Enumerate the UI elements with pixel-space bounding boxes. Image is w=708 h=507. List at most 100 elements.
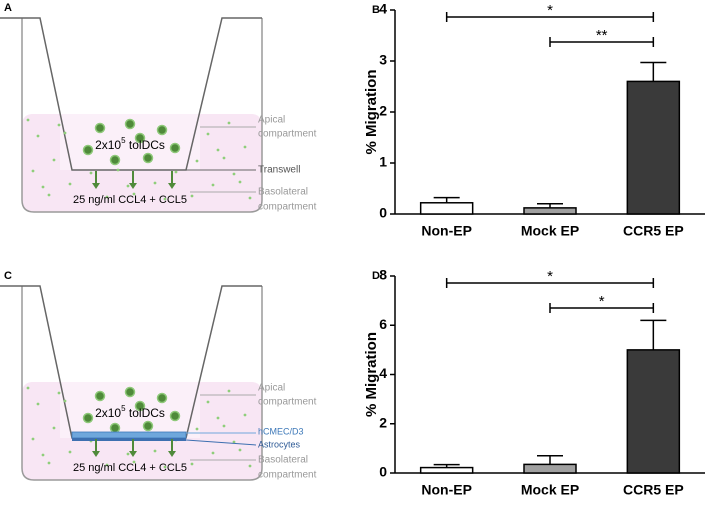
chemokine-dot <box>57 391 61 395</box>
chemokine-dot <box>243 413 247 417</box>
x-tick-label: Non-EP <box>421 223 472 239</box>
chemokine-dot <box>47 461 51 465</box>
chemokine-dot <box>41 185 45 189</box>
chemokine-dot <box>243 145 247 149</box>
cell <box>109 154 121 166</box>
cells-label: 2x105 tolDCs <box>95 136 165 152</box>
chemokine-dot <box>105 195 109 199</box>
significance-label: * <box>599 293 605 310</box>
significance-label: * <box>547 268 553 285</box>
chemokine-dot <box>222 424 226 428</box>
x-tick-label: Non-EP <box>421 482 472 498</box>
y-axis-label: % Migration <box>363 70 380 155</box>
arrow-head <box>168 451 176 457</box>
cells-label-base: 2x10 <box>95 138 121 152</box>
cells-label-rest: tolDCs <box>126 138 165 152</box>
cell <box>156 392 168 404</box>
chemokine-dot <box>26 118 30 122</box>
chemokine-dot <box>190 194 194 198</box>
x-tick-label: CCR5 EP <box>623 223 684 239</box>
x-tick-label: CCR5 EP <box>623 482 684 498</box>
cell <box>134 400 146 412</box>
cell <box>109 422 121 434</box>
cells-label-sup: 5 <box>121 136 126 145</box>
chemokine-dot <box>211 183 215 187</box>
basolateral-label: Basolateral <box>258 187 308 198</box>
chemokine-dot <box>238 448 242 452</box>
cell <box>169 142 181 154</box>
y-tick-label: 0 <box>379 464 387 480</box>
cells-label-sup: 5 <box>121 404 126 413</box>
chemokine-dot <box>52 158 56 162</box>
cells-label-rest: tolDCs <box>126 406 165 420</box>
arrow-head <box>168 183 176 189</box>
apical-label: Apical <box>258 383 285 394</box>
medium-label: 25 ng/ml CCL4 + CCL5 <box>73 194 187 206</box>
chemokine-dot <box>31 169 35 173</box>
y-tick-label: 3 <box>379 52 387 68</box>
cell <box>124 118 136 130</box>
chemokine-dot <box>206 132 210 136</box>
chemokine-dot <box>163 465 167 469</box>
chemokine-dot <box>190 462 194 466</box>
arrow-head <box>92 451 100 457</box>
apical-label: compartment <box>258 397 317 408</box>
significance-label: ** <box>596 27 608 44</box>
y-tick-label: 0 <box>379 205 387 221</box>
chemokine-dot <box>216 416 220 420</box>
panel-letter: A <box>4 2 12 14</box>
y-tick-label: 8 <box>379 267 387 283</box>
chemokine-dot <box>153 449 157 453</box>
chemokine-dot <box>211 451 215 455</box>
bar <box>626 349 681 474</box>
bar <box>626 80 681 215</box>
chemokine-dot <box>227 121 231 125</box>
cell <box>124 386 136 398</box>
chemokine-dot <box>26 386 30 390</box>
layer-label: hCMEC/D3 <box>258 426 304 436</box>
y-tick-label: 2 <box>379 414 387 430</box>
arrow-head <box>129 451 137 457</box>
chemokine-dot <box>105 463 109 467</box>
cell <box>82 144 94 156</box>
membrane-label: Transwell <box>258 165 300 176</box>
y-tick-label: 6 <box>379 316 387 332</box>
chemokine-dot <box>47 193 51 197</box>
basolateral-label: Basolateral <box>258 455 308 466</box>
well <box>21 18 263 213</box>
layer-label: Astrocytes <box>258 439 301 449</box>
chemokine-dot <box>57 123 61 127</box>
chemokine-dot <box>174 170 178 174</box>
endothelial-layer <box>71 431 187 439</box>
chemokine-dot <box>238 180 242 184</box>
chemokine-dot <box>52 426 56 430</box>
apical-label: Apical <box>258 115 285 126</box>
x-tick-label: Mock EP <box>521 482 579 498</box>
basolateral-label: compartment <box>258 202 317 213</box>
cell <box>94 390 106 402</box>
y-axis-label: % Migration <box>363 332 380 417</box>
chemokine-dot <box>227 389 231 393</box>
insert <box>0 17 262 171</box>
chemokine-dot <box>248 464 252 468</box>
cell <box>142 152 154 164</box>
cell <box>94 122 106 134</box>
apical-label: compartment <box>258 129 317 140</box>
chemokine-dot <box>68 182 72 186</box>
cell <box>142 420 154 432</box>
chemokine-dot <box>232 172 236 176</box>
y-tick-label: 4 <box>379 365 387 381</box>
y-tick-label: 1 <box>379 154 387 170</box>
chemokine-dot <box>248 196 252 200</box>
bar <box>419 202 474 215</box>
panel-letter: C <box>4 270 12 282</box>
chemokine-dot <box>36 134 40 138</box>
chemokine-dot <box>153 181 157 185</box>
astrocyte-layer <box>72 438 186 441</box>
chemokine-dot <box>206 400 210 404</box>
panel-letter: B <box>372 4 380 16</box>
arrow-head <box>129 183 137 189</box>
cells-label-base: 2x10 <box>95 406 121 420</box>
chemokine-dot <box>89 171 93 175</box>
chemokine-dot <box>232 440 236 444</box>
